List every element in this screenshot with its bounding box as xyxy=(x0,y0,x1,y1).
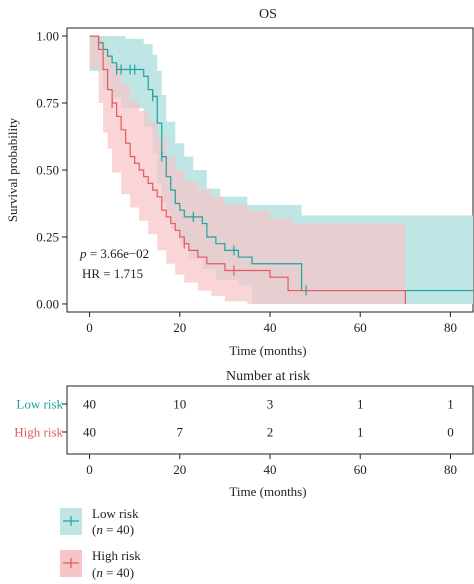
risk-table-title: Number at risk xyxy=(226,369,310,384)
legend-n-high-risk: (n = 40) xyxy=(92,565,134,580)
y-tick-label: 1.00 xyxy=(36,29,59,44)
y-tick-label: 0.50 xyxy=(36,163,59,178)
legend-n-value-low-risk: = 40 xyxy=(103,522,130,537)
p-value: = 3.66e−02 xyxy=(87,246,150,261)
x-tick-label: 60 xyxy=(354,320,367,335)
risk-row-label-low-risk: Low risk xyxy=(16,397,63,412)
risk-row-label-high-risk: High risk xyxy=(14,425,63,440)
survival-curves xyxy=(89,35,473,304)
risk-cell-low-risk: 40 xyxy=(83,397,96,412)
risk-x-axis-label: Time (months) xyxy=(229,484,306,499)
risk-x-tick-label: 20 xyxy=(173,462,186,477)
risk-cell-high-risk: 7 xyxy=(177,425,184,440)
y-tick-label: 0.00 xyxy=(36,296,59,311)
risk-x-tick-label: 60 xyxy=(354,462,367,477)
risk-cell-high-risk: 0 xyxy=(447,425,454,440)
y-axis-label: Survival probability xyxy=(5,117,20,222)
chart-title: OS xyxy=(259,7,277,22)
hazard-ratio-annotation: HR = 1.715 xyxy=(82,266,143,281)
legend-item-low-risk: Low risk (n = 40) xyxy=(60,506,139,537)
p-value-annotation: p = 3.66e−02 xyxy=(79,246,149,261)
risk-cell-low-risk: 1 xyxy=(447,397,454,412)
legend-n-symbol-high-risk: n xyxy=(96,565,103,580)
legend-n-symbol-low-risk: n xyxy=(96,522,103,537)
risk-x-tick-label: 0 xyxy=(86,462,93,477)
x-tick-label: 40 xyxy=(264,320,277,335)
km-plot: 0.00 0.25 0.50 0.75 1.00 0 20 40 60 80 Survival p… xyxy=(5,27,474,358)
legend-n-value-high-risk: = 40 xyxy=(103,565,130,580)
risk-x-tick-label: 80 xyxy=(444,462,457,477)
legend-label-low-risk: Low risk xyxy=(92,506,139,521)
x-tick-label: 20 xyxy=(173,320,186,335)
risk-x-tick-label: 40 xyxy=(264,462,277,477)
x-axis-label: Time (months) xyxy=(229,343,306,358)
p-symbol: p xyxy=(79,246,87,261)
risk-cell-low-risk: 10 xyxy=(173,397,186,412)
risk-cell-low-risk: 1 xyxy=(357,397,364,412)
x-tick-label: 0 xyxy=(86,320,93,335)
x-tick-label: 80 xyxy=(444,320,457,335)
legend: Low risk (n = 40) High risk (n = 40) xyxy=(60,506,141,580)
survival-line-low-risk xyxy=(89,35,473,292)
y-tick-label: 0.75 xyxy=(36,96,59,111)
risk-cell-high-risk: 40 xyxy=(83,425,96,440)
axis-ticks: 0.00 0.25 0.50 0.75 1.00 0 20 40 60 80 xyxy=(36,29,457,335)
survival-line-high-risk xyxy=(89,35,406,304)
legend-item-high-risk: High risk (n = 40) xyxy=(60,548,141,580)
legend-label-high-risk: High risk xyxy=(92,548,141,563)
risk-cell-high-risk: 2 xyxy=(267,425,274,440)
y-tick-label: 0.25 xyxy=(36,229,59,244)
risk-cell-low-risk: 3 xyxy=(267,397,274,412)
risk-cell-high-risk: 1 xyxy=(357,425,364,440)
legend-n-low-risk: (n = 40) xyxy=(92,522,134,537)
confidence-bands xyxy=(89,36,474,304)
ci-band-high-risk xyxy=(89,36,406,304)
